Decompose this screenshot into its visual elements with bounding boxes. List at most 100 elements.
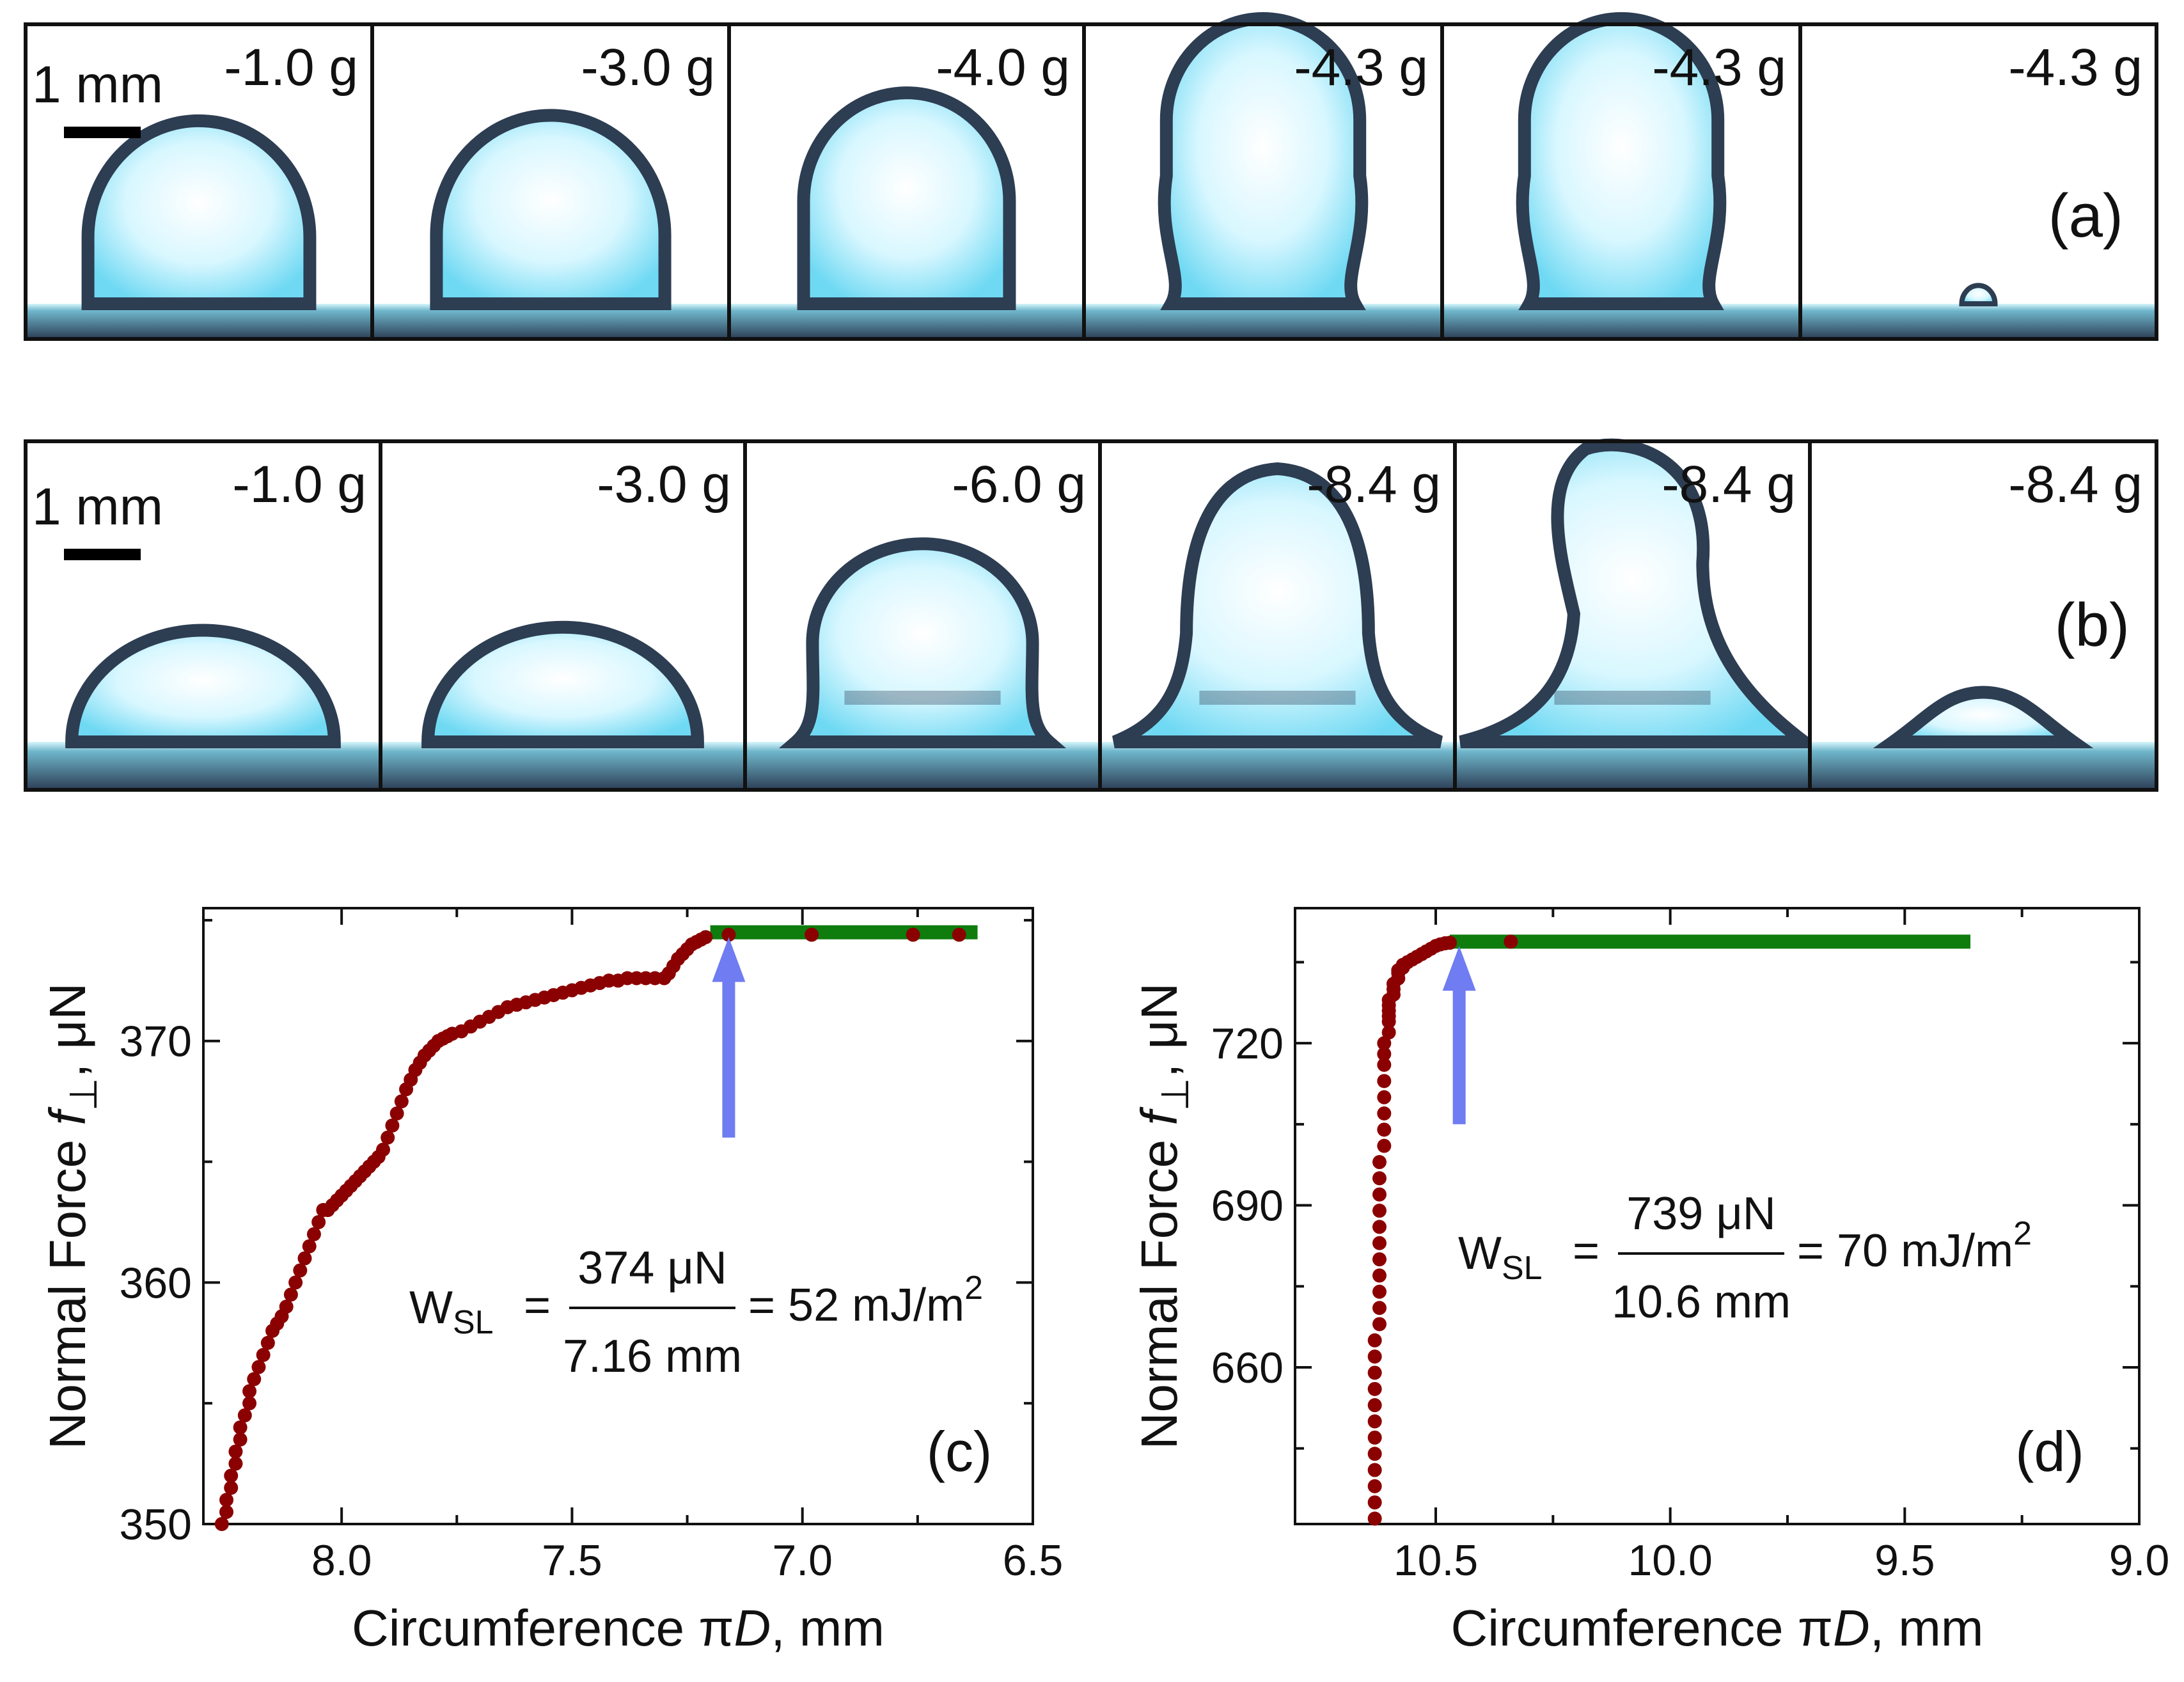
panel-label-b: (b) [2055, 591, 2130, 659]
data-point [1372, 1268, 1387, 1283]
force-label: -4.3 g [1652, 38, 1786, 97]
photo-row-b: -1.0 g -3.0 g -6.0 g -8.4 g -8.4 g -8.4 g 1 mm [24, 438, 2158, 792]
droplet-shape [430, 109, 672, 310]
scale-bar [64, 549, 141, 560]
data-point [1367, 1447, 1382, 1461]
equation-lhs: WSL [1458, 1228, 1543, 1287]
data-point [306, 1227, 321, 1241]
data-point [394, 1094, 409, 1109]
equation-lhs-w: W [409, 1282, 453, 1333]
x-axis-label-prefix: Circumference [352, 1599, 698, 1656]
arrow-head [712, 937, 746, 982]
photo-frame: -3.0 g [370, 22, 731, 341]
equation-numerator: 739 μN [1626, 1188, 1776, 1239]
photo-frame: -1.0 g [24, 22, 374, 341]
data-point [1377, 1074, 1392, 1089]
y-axis-label: Normal Force f⊥, μN [39, 983, 105, 1450]
x-tick-label: 8.0 [311, 1536, 372, 1585]
force-label: -8.4 g [1662, 455, 1796, 514]
photo-frame: -8.4 g [1098, 439, 1457, 792]
droplet-shape [778, 537, 1067, 748]
droplet-band [844, 691, 1001, 705]
data-point [1367, 1333, 1382, 1348]
data-point [293, 1263, 308, 1278]
x-axis-label-symbol: π [1798, 1599, 1833, 1656]
substrate [1810, 742, 2157, 790]
equation-equals: = [524, 1280, 551, 1331]
data-point [1367, 1398, 1382, 1413]
y-tick-label: 660 [1211, 1344, 1284, 1392]
y-axis-label-suffix: , μN [39, 983, 96, 1078]
data-point [247, 1372, 262, 1387]
x-axis-label-suffix: , mm [1870, 1599, 1984, 1656]
data-point [1377, 1090, 1392, 1104]
droplet-shape [1873, 686, 2094, 748]
y-tick-label: 350 [120, 1500, 192, 1549]
data-point [1372, 1252, 1387, 1267]
data-point [1372, 1187, 1387, 1202]
data-point [1372, 1284, 1387, 1299]
droplet-band [1199, 691, 1356, 705]
data-point [1367, 1511, 1382, 1526]
data-point [1377, 1106, 1392, 1120]
scale-bar [64, 127, 141, 138]
x-axis-label-suffix: , mm [771, 1599, 884, 1656]
equation-numerator: 374 μN [577, 1243, 727, 1294]
arrow-head [1442, 946, 1476, 991]
data-point [228, 1456, 243, 1471]
x-axis-label: Circumference πD, mm [1450, 1599, 1983, 1656]
photo-frame: -8.4 g [1808, 439, 2158, 792]
droplet-shape [1459, 438, 1824, 748]
scale-bar-label: 1 mm [32, 478, 163, 536]
frame-border [1808, 439, 2158, 792]
data-point [805, 927, 819, 942]
data-point [1372, 1155, 1387, 1170]
droplet-shape [65, 624, 341, 748]
x-tick-label: 9.5 [1874, 1536, 1935, 1585]
data-point [1377, 1047, 1392, 1062]
droplet-shape [421, 620, 704, 748]
data-point [1367, 1479, 1382, 1493]
photo-frame: -3.0 g [379, 439, 747, 792]
droplet-shape [1959, 283, 1998, 306]
x-tick-label: 7.5 [542, 1536, 602, 1585]
force-label: -1.0 g [232, 455, 366, 514]
y-axis-label-sub: ⊥ [1154, 1078, 1197, 1111]
data-point [219, 1505, 234, 1520]
substrate [1455, 742, 1810, 790]
data-point [224, 1468, 239, 1483]
data-point [1372, 1204, 1387, 1218]
data-point [228, 1444, 243, 1459]
data-point [237, 1408, 252, 1423]
x-tick-label: 6.5 [1003, 1536, 1064, 1585]
data-point [1377, 1057, 1392, 1072]
data-point [1377, 1138, 1392, 1153]
x-axis-label-symbol: π [698, 1599, 734, 1656]
force-label: -1.0 g [224, 38, 358, 97]
equation-equals: = [1573, 1225, 1599, 1277]
y-axis-label-prefix: Normal Force [39, 1126, 96, 1450]
photo-frame: -4.0 g [727, 22, 1086, 341]
force-label: -6.0 g [952, 455, 1086, 514]
data-point [219, 1493, 234, 1507]
frame-border [1798, 22, 2158, 341]
data-point [952, 927, 966, 942]
droplet-band [1554, 691, 1711, 705]
equation-denominator: 7.16 mm [563, 1331, 742, 1382]
data-point [1367, 1381, 1382, 1396]
data-point [381, 1130, 395, 1145]
data-point [297, 1251, 312, 1266]
equation-lhs-sub: SL [1502, 1250, 1543, 1287]
data-point [302, 1239, 317, 1254]
data-point [233, 1420, 247, 1434]
photo-frame: -6.0 g [743, 439, 1102, 792]
x-axis-label-prefix: Circumference [1450, 1599, 1797, 1656]
y-axis-label-suffix: , μN [1131, 983, 1188, 1078]
x-tick-label: 7.0 [772, 1536, 833, 1585]
data-point [1377, 1122, 1392, 1137]
chart-c: 8.0 7.5 7.0 6.5 350 360 370 Circumference πD, m… [39, 907, 1064, 1656]
droplet-shape [1158, 12, 1369, 310]
droplet-shape [81, 114, 317, 310]
panel-label: (d) [2015, 1420, 2084, 1483]
force-label: -4.3 g [1294, 38, 1428, 97]
